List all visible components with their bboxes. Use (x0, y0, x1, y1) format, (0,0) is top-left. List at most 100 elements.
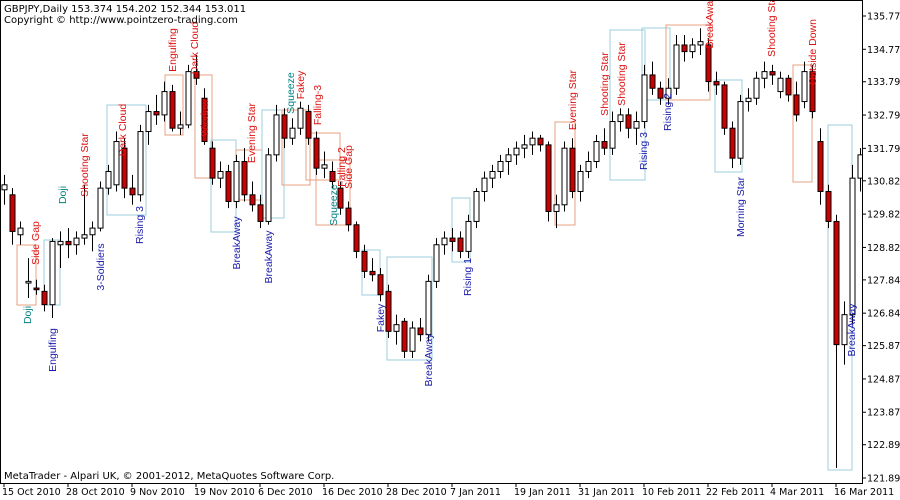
pattern-label: BreakAway (846, 303, 858, 357)
candle-body (273, 114, 280, 156)
candle-body (465, 220, 472, 252)
candle-body (801, 71, 808, 103)
candle-body (617, 114, 624, 123)
candle-body (633, 121, 640, 129)
candle-body (641, 74, 648, 123)
candle-body (377, 274, 384, 296)
pattern-label: Shooting Star (79, 133, 91, 197)
candle-body (593, 141, 600, 163)
candle-body (777, 77, 784, 93)
candle-body (833, 220, 840, 346)
candle-body (625, 114, 632, 129)
candle-body (841, 314, 848, 346)
pattern-label: Rising 1 (462, 258, 474, 296)
candle-body (545, 144, 552, 212)
candle-body (497, 161, 504, 172)
candle-body (425, 280, 432, 336)
pattern-label: BreakAway (423, 333, 435, 387)
candle-body (249, 194, 256, 206)
x-tick-label: 15 Oct 2010 (2, 487, 61, 498)
candle-body (329, 170, 336, 182)
pattern-box (194, 74, 213, 179)
candle-body (457, 237, 464, 252)
candle-body (201, 97, 208, 143)
candle-body (9, 194, 16, 232)
candle-body (393, 324, 400, 332)
candle-body (441, 237, 448, 246)
candle-body (17, 227, 24, 236)
pattern-box (261, 109, 285, 219)
candle-body (473, 190, 480, 222)
candle-body (681, 44, 688, 53)
pattern-box (641, 27, 671, 101)
candle-body (89, 227, 96, 236)
candle-body (561, 147, 568, 206)
y-tick-label: 121.895 (867, 474, 900, 485)
pattern-label: Rising 3 (134, 206, 146, 244)
candle-body (761, 71, 768, 79)
pattern-label: Evening Star (567, 69, 579, 130)
y-tick-label: 133.796 (867, 77, 900, 88)
candle-body (265, 154, 272, 222)
candle-body (257, 204, 264, 222)
candle-body (41, 290, 48, 306)
chart-title: GBPJPY,Daily 153.374 154.202 152.344 153… (4, 4, 246, 15)
y-tick-label: 135.770 (867, 11, 900, 22)
annotations: Doji Side Gap Engulfing Doji Shooting Star 3-… (22, 0, 858, 387)
candles (1, 28, 862, 468)
candle-body (449, 237, 456, 242)
y-tick-label: 123.870 (867, 408, 900, 419)
pattern-label: Shooting Star (766, 0, 778, 57)
candle-body (689, 44, 696, 53)
y-tick-label: 128.820 (867, 243, 900, 254)
candle-body (745, 97, 752, 103)
candle-body (713, 81, 720, 86)
x-tick-label: 31 Jan 2011 (578, 487, 635, 498)
y-tick-label: 134.770 (867, 45, 900, 56)
x-tick-label: 4 Mar 2011 (770, 487, 824, 498)
x-tick-label: 19 Nov 2010 (194, 487, 255, 498)
candle-body (129, 187, 136, 196)
candle-body (105, 170, 112, 189)
pattern-label: Outside Down (807, 19, 819, 85)
x-tick-label: 19 Jan 2011 (514, 487, 571, 498)
candle-body (49, 240, 56, 306)
candle-body (409, 327, 416, 352)
candle-body (817, 141, 824, 192)
candle-body (609, 121, 616, 149)
candle-body (177, 124, 184, 129)
candle-body (169, 91, 176, 129)
candle-body (737, 101, 744, 159)
candle-body (417, 327, 424, 336)
candle-body (809, 71, 816, 113)
candle-body (113, 141, 120, 186)
x-tick-label: 16 Mar 2011 (834, 487, 894, 498)
plot-frame (0, 0, 863, 484)
candle-body (729, 127, 736, 159)
candle-body (225, 170, 232, 202)
candle-body (345, 207, 352, 226)
y-tick-label: 130.820 (867, 176, 900, 187)
pattern-label: Doji (57, 186, 69, 204)
candle-body (753, 77, 760, 99)
y-tick-label: 131.795 (867, 144, 900, 155)
candle-body (313, 137, 320, 169)
candle-body (97, 187, 104, 229)
x-tick-label: 28 Oct 2010 (66, 487, 125, 498)
candle-body (401, 320, 408, 352)
candle-body (505, 154, 512, 163)
candle-body (569, 147, 576, 192)
candle-body (145, 111, 152, 133)
candle-body (697, 41, 704, 46)
candle-body (385, 290, 392, 332)
candle-body (433, 244, 440, 282)
pattern-label: BreakAway (704, 0, 716, 48)
x-tick-label: 16 Dec 2010 (322, 487, 383, 498)
candle-body (233, 161, 240, 202)
pattern-label: Evening Star (246, 102, 258, 163)
pattern-label: Shooting Star (616, 42, 628, 106)
candle-body (705, 44, 712, 83)
pattern-label: BreakAway (263, 230, 275, 284)
